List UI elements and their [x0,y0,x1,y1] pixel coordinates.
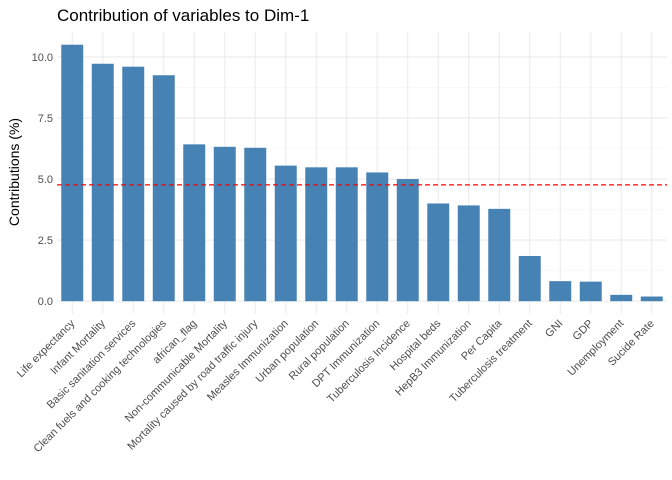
bar [61,44,84,302]
chart-title: Contribution of variables to Dim-1 [57,6,309,25]
bar [305,167,328,302]
y-tick-label: 5.0 [38,174,53,186]
bar [91,63,114,302]
bar [122,66,145,302]
y-tick-label: 0.0 [38,296,53,308]
bar [518,255,541,302]
y-tick-labels: 0.0 2.5 5.0 7.5 10.0 [32,52,53,308]
bar [488,208,511,302]
y-tick-label: 10.0 [32,52,53,64]
y-tick-label: 7.5 [38,113,53,125]
bar [396,179,419,302]
bar [427,203,450,302]
bar [244,147,267,302]
bar [335,167,358,302]
bar [183,144,206,302]
bar [579,281,602,302]
bar [640,296,663,302]
y-tick-label: 2.5 [38,235,53,247]
bar [213,146,236,302]
bar [549,281,572,302]
y-axis-label: Contributions (%) [6,118,22,226]
bar [152,75,175,302]
bar [274,165,297,302]
bar [457,205,480,302]
bar [366,172,389,302]
bar [610,294,633,302]
